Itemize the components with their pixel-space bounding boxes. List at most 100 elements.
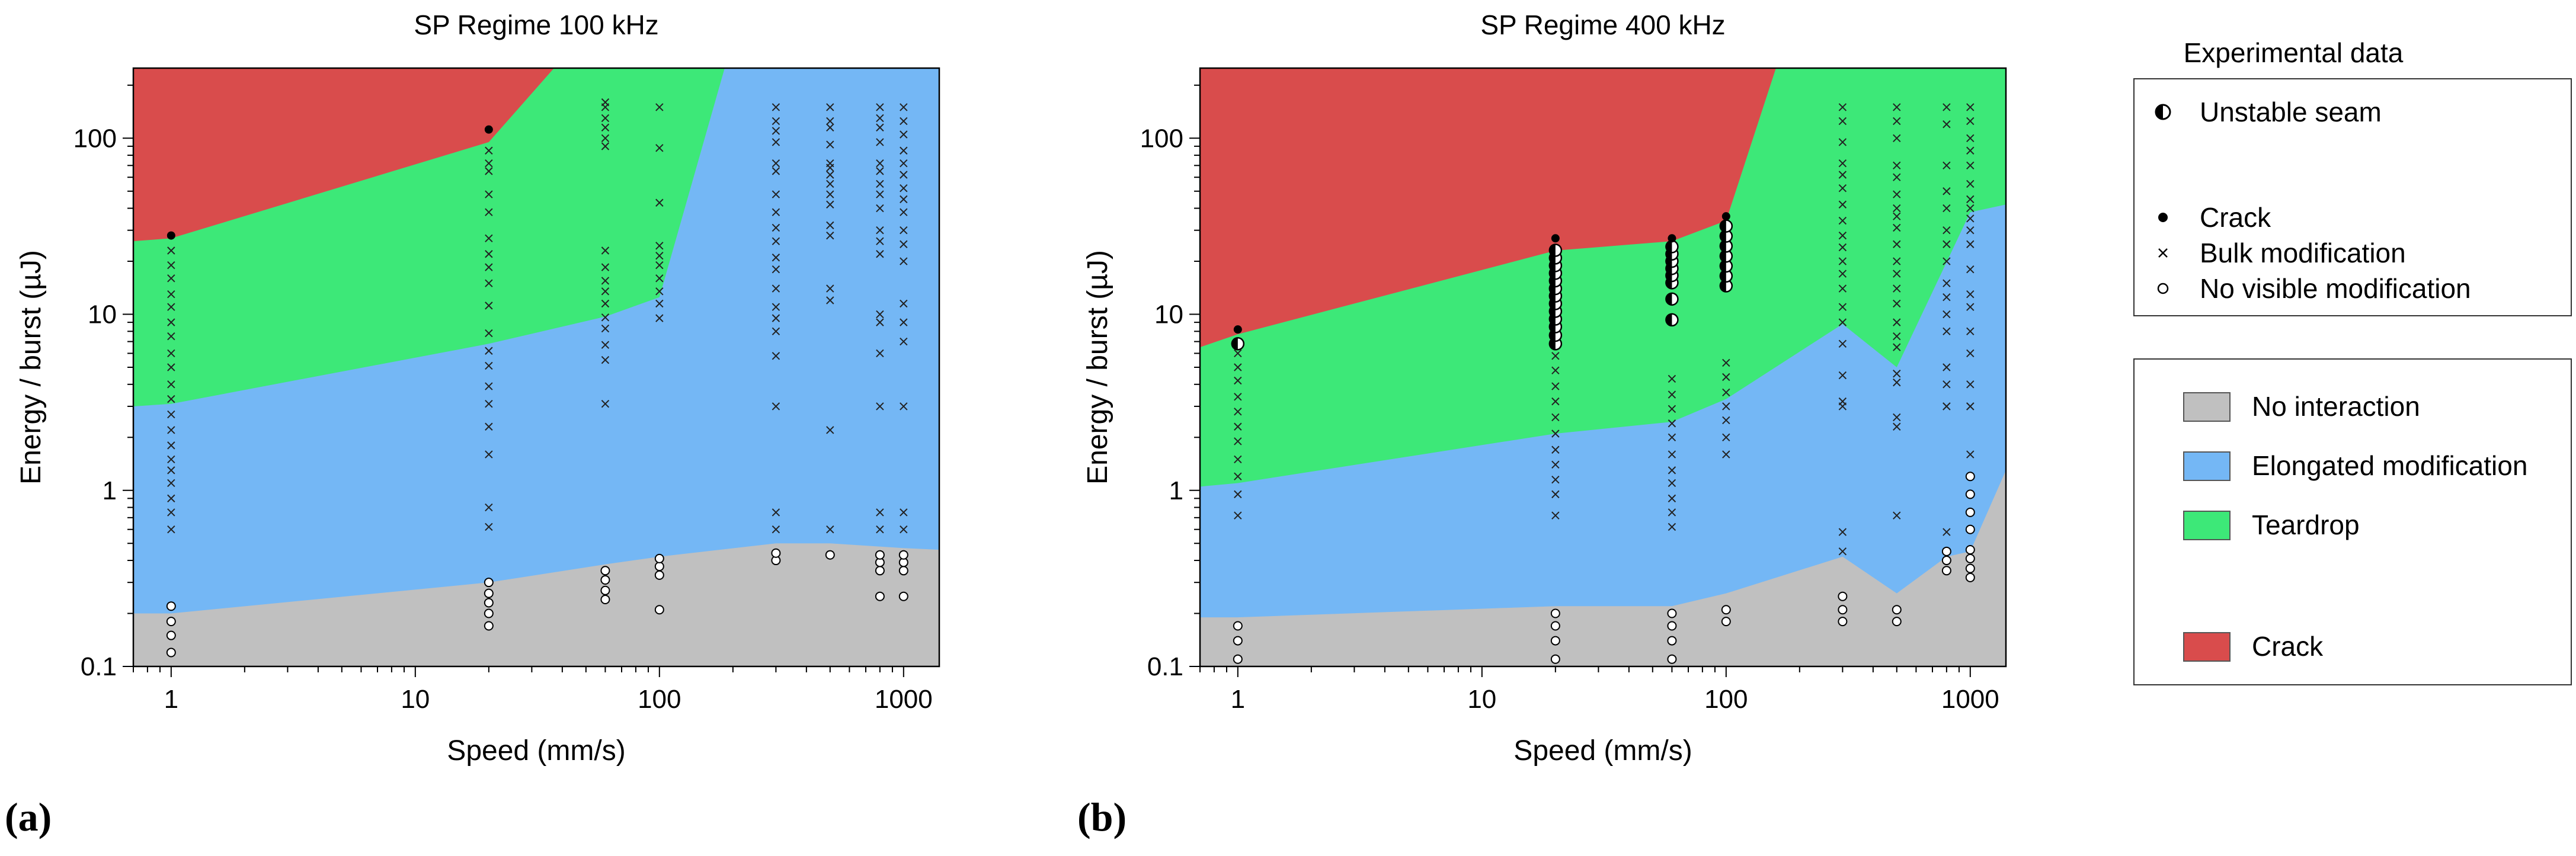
bulk-modification-point xyxy=(167,494,175,503)
bulk-modification-point xyxy=(900,171,908,179)
bulk-modification-point xyxy=(167,332,175,341)
no-visible-modification-point xyxy=(825,550,835,560)
legend-item-no-visible-modification: No visible modification xyxy=(2148,272,2471,304)
region-no-interaction xyxy=(1200,470,2006,666)
bulk-modification-point xyxy=(1943,279,1951,287)
no-visible-modification-point xyxy=(1233,654,1243,664)
bulk-modification-point xyxy=(1722,358,1730,367)
bulk-modification-point xyxy=(1838,243,1847,252)
no-visible-modification-point xyxy=(484,588,494,598)
bulk-modification-point xyxy=(601,341,610,349)
bulk-modification-point xyxy=(1551,429,1560,438)
bulk-modification-point xyxy=(1943,103,1951,111)
bulk-modification-point xyxy=(1966,349,1975,358)
bulk-modification-point xyxy=(1943,528,1951,536)
bulk-modification-point xyxy=(1838,371,1847,380)
bulk-modification-point xyxy=(485,279,493,287)
bulk-modification-point xyxy=(167,349,175,358)
bulk-modification-point xyxy=(772,254,780,262)
bulk-modification-point xyxy=(1551,352,1560,360)
bulk-modification-point xyxy=(772,327,780,336)
y-tick-label: 0.1 xyxy=(1147,652,1183,681)
no-visible-modification-point xyxy=(484,598,494,608)
bulk-modification-point xyxy=(1966,450,1975,459)
bulk-modification-point xyxy=(1966,161,1975,170)
bulk-modification-point xyxy=(601,263,610,271)
bulk-modification-point xyxy=(485,263,493,271)
no-visible-modification-point xyxy=(1965,507,1975,517)
bulk-modification-point xyxy=(601,246,610,255)
bulk-modification-point xyxy=(1551,511,1560,520)
bulk-modification-point xyxy=(1943,161,1951,170)
bulk-modification-point xyxy=(900,195,908,204)
bulk-modification-point xyxy=(1943,226,1951,235)
bulk-modification-point xyxy=(485,361,493,370)
no-visible-modification-point xyxy=(654,570,664,580)
bulk-modification-point xyxy=(1668,479,1676,488)
bulk-modification-point xyxy=(167,363,175,371)
no-visible-modification-point xyxy=(1965,524,1975,534)
bulk-modification-point xyxy=(876,250,884,258)
unstable-seam-point xyxy=(1719,259,1733,273)
unstable-seam-marker-half xyxy=(1720,250,1726,262)
bulk-modification-point xyxy=(772,190,780,198)
unstable-seam-marker-half xyxy=(1720,280,1726,292)
bulk-modification-point xyxy=(1838,171,1847,179)
x-tick-label: 100 xyxy=(638,685,681,714)
bulk-modification-point xyxy=(485,503,493,512)
bulk-modification-point xyxy=(485,208,493,216)
no-visible-modification-point xyxy=(654,562,664,572)
bulk-modification-point xyxy=(1893,332,1901,341)
crack-point xyxy=(1668,234,1676,243)
bulk-modification-point xyxy=(1966,179,1975,188)
bulk-modification-point xyxy=(601,114,610,123)
bulk-modification-point xyxy=(1893,212,1901,220)
no-visible-modification-point xyxy=(875,591,885,601)
bulk-modification-point xyxy=(826,190,834,198)
bulk-modification-point xyxy=(167,525,175,534)
bulk-modification-point xyxy=(167,441,175,450)
x-tick-label: 100 xyxy=(1704,685,1748,714)
no-visible-modification-point xyxy=(1667,636,1677,646)
bulk-modification-point xyxy=(900,299,908,308)
bulk-modification-point xyxy=(1966,265,1975,274)
bulk-modification-point xyxy=(900,257,908,265)
bulk-modification-point xyxy=(1722,402,1730,411)
bulk-modification-point xyxy=(601,299,610,308)
chart-title: SP Regime 400 kHz xyxy=(1480,9,1725,40)
bulk-modification-point xyxy=(900,240,908,248)
bulk-modification-point xyxy=(1893,103,1901,111)
unstable-seam-marker-half xyxy=(1666,241,1672,253)
bulk-modification-point xyxy=(1838,159,1847,168)
bulk-modification-point xyxy=(601,98,610,107)
bulk-modification-point xyxy=(1966,290,1975,299)
bulk-modification-point xyxy=(1551,476,1560,484)
bulk-modification-point xyxy=(167,466,175,475)
bulk-modification-point xyxy=(1838,200,1847,209)
bulk-modification-point xyxy=(900,146,908,155)
bulk-modification-point xyxy=(1234,363,1242,371)
no-visible-modification-point xyxy=(875,550,885,560)
unstable-seam-point xyxy=(1231,337,1245,351)
bulk-modification-point xyxy=(1838,397,1847,406)
x-tick-label: 1000 xyxy=(1941,685,1999,714)
region-no-interaction xyxy=(133,543,939,666)
bulk-modification-point xyxy=(1551,366,1560,374)
bulk-modification-point xyxy=(876,159,884,168)
bulk-modification-point xyxy=(1943,380,1951,389)
bulk-modification-point xyxy=(1838,270,1847,278)
no-visible-modification-point xyxy=(898,591,908,601)
no-visible-modification-point xyxy=(654,553,664,563)
bulk-modification-point xyxy=(1893,134,1901,142)
bulk-modification-point xyxy=(167,274,175,283)
bulk-modification-point xyxy=(772,352,780,360)
x-tick-label: 1 xyxy=(1231,685,1245,714)
bulk-modification-point xyxy=(900,117,908,126)
no-visible-modification-point xyxy=(1941,566,1951,576)
bulk-modification-point xyxy=(1893,413,1901,422)
bulk-modification-point xyxy=(601,324,610,333)
bulk-modification-point xyxy=(167,290,175,299)
bulk-modification-point xyxy=(1551,445,1560,454)
bulk-modification-point xyxy=(601,142,610,150)
y-tick-label: 100 xyxy=(73,124,117,153)
